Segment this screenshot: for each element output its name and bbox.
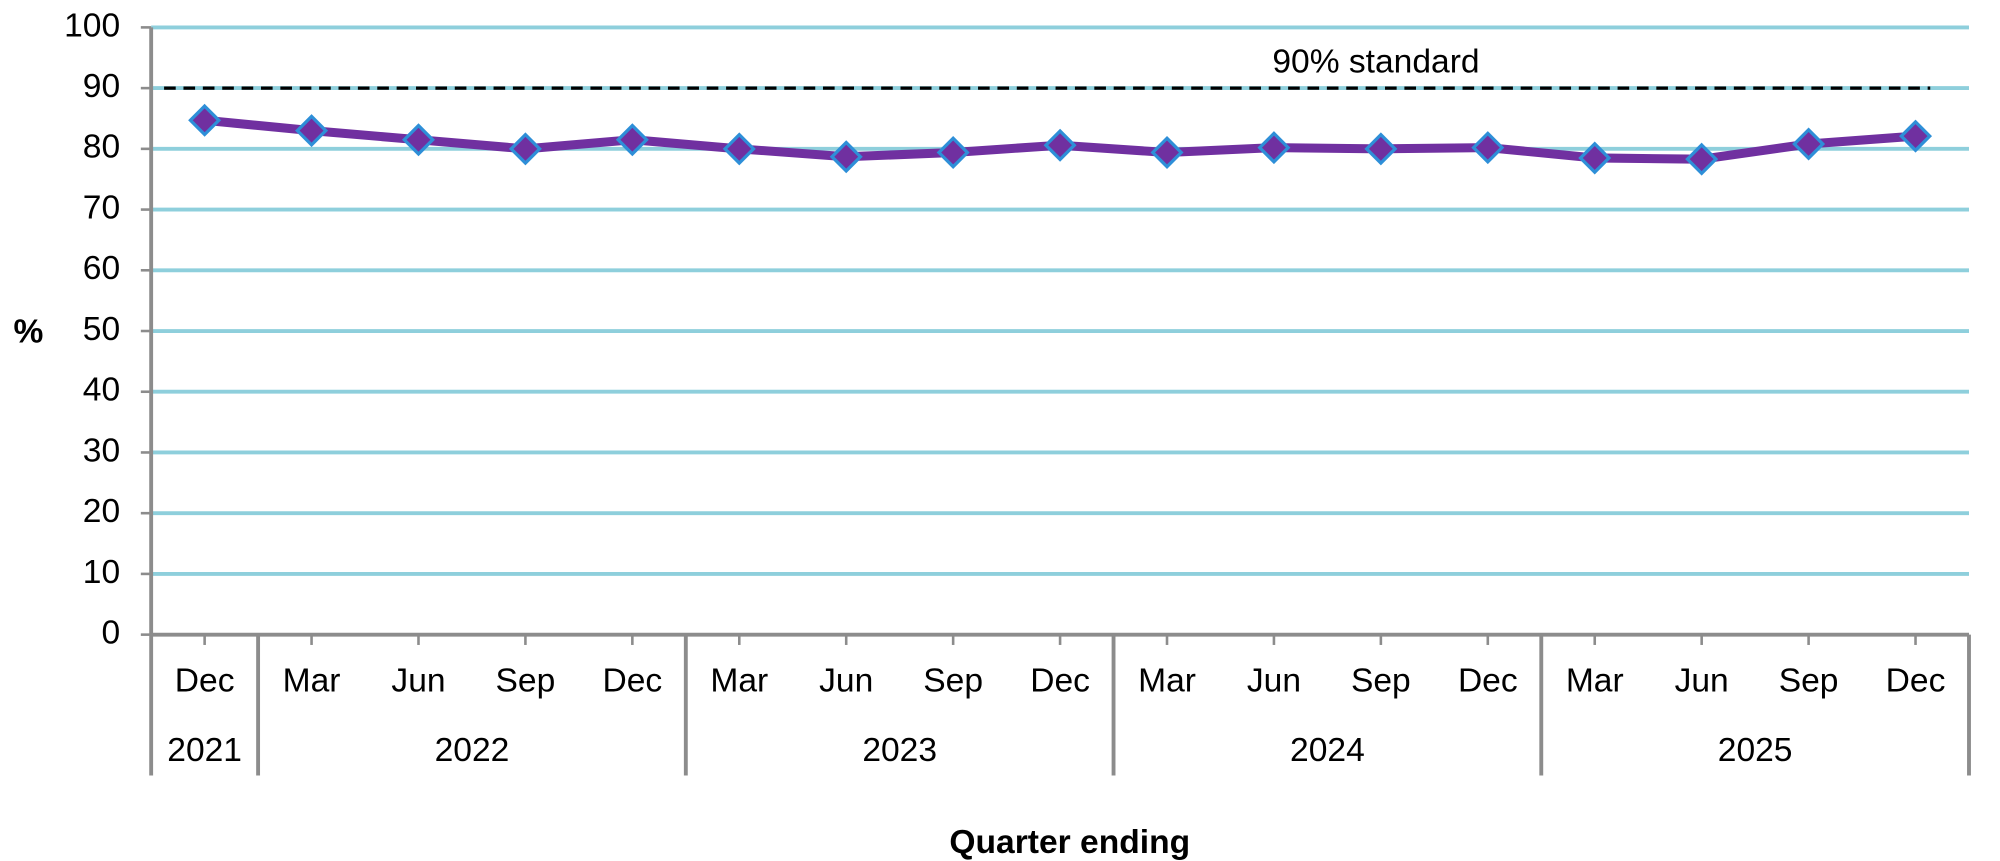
x-tick-label: Sep [1351, 662, 1411, 699]
x-group-label: 2022 [435, 732, 510, 769]
y-tick-label: 70 [83, 189, 120, 226]
x-group-label: 2025 [1718, 732, 1793, 769]
y-tick-label: 80 [83, 129, 120, 166]
y-tick-label: 60 [83, 250, 120, 287]
data-point [508, 132, 542, 166]
y-tick-label: 50 [83, 311, 120, 348]
data-point [829, 140, 863, 174]
x-tick-label: Jun [1675, 662, 1729, 699]
y-tick-label: 30 [83, 432, 120, 469]
y-tick-label: 90 [83, 68, 120, 105]
data-point [722, 132, 756, 166]
y-tick-label: 0 [101, 615, 120, 652]
x-tick-label: Dec [1886, 662, 1946, 699]
data-point [1257, 131, 1291, 165]
y-tick-label: 10 [83, 554, 120, 591]
x-tick-label: Jun [1247, 662, 1301, 699]
data-point [1899, 119, 1933, 153]
x-tick-label: Jun [391, 662, 445, 699]
x-tick-label: Dec [1030, 662, 1090, 699]
data-point [1471, 131, 1505, 165]
data-point [1150, 135, 1184, 169]
x-tick-label: Dec [1458, 662, 1518, 699]
x-tick-label: Dec [602, 662, 662, 699]
x-tick-label: Mar [1138, 662, 1196, 699]
y-tick-label: 20 [83, 493, 120, 530]
y-axis-label: % [13, 313, 43, 350]
y-tick-label: 40 [83, 372, 120, 409]
x-tick-label: Sep [1779, 662, 1839, 699]
x-tick-label: Dec [175, 662, 235, 699]
data-point [936, 135, 970, 169]
data-point [1364, 132, 1398, 166]
x-group-label: 2021 [167, 732, 242, 769]
x-tick-label: Mar [283, 662, 341, 699]
data-point [401, 123, 435, 157]
data-point [295, 114, 329, 148]
data-point [188, 103, 222, 137]
data-point [1578, 141, 1612, 175]
data-point [1685, 142, 1719, 176]
x-tick-label: Mar [710, 662, 768, 699]
data-point [1043, 128, 1077, 162]
x-tick-label: Sep [496, 662, 556, 699]
y-tick-label: 100 [64, 7, 120, 44]
x-axis-label: Quarter ending [949, 824, 1190, 861]
x-tick-label: Sep [923, 662, 983, 699]
data-point [615, 123, 649, 157]
x-group-label: 2024 [1290, 732, 1365, 769]
reference-label: 90% standard [1272, 43, 1479, 80]
x-group-label: 2023 [862, 732, 937, 769]
data-point [1792, 127, 1826, 161]
x-tick-label: Mar [1566, 662, 1624, 699]
x-tick-label: Jun [819, 662, 873, 699]
